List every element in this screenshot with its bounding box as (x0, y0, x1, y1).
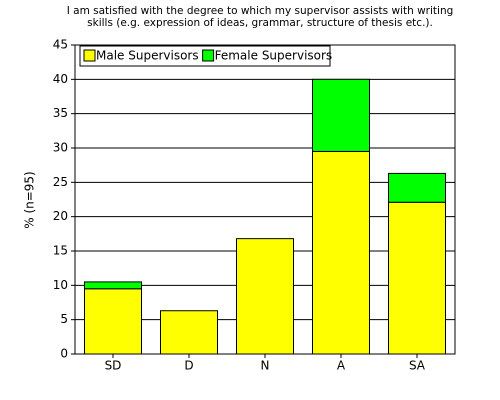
x-tick-label: SA (409, 359, 426, 373)
y-tick-label: 10 (53, 278, 68, 292)
y-tick-label: 45 (53, 38, 68, 52)
x-tick-label: A (337, 359, 346, 373)
x-tick-label: N (261, 359, 270, 373)
y-tick-label: 40 (53, 72, 68, 86)
legend-swatch (83, 49, 96, 62)
y-tick-label: 25 (53, 175, 68, 189)
y-tick-label: 20 (53, 209, 68, 223)
bar (160, 310, 218, 355)
y-tick-label: 5 (60, 312, 68, 326)
bar (388, 172, 446, 203)
legend-label: Female Supervisors (215, 49, 333, 63)
y-tick-label: 30 (53, 141, 68, 155)
chart-title: skills (e.g. expression of ideas, gramma… (87, 17, 433, 29)
plot-frame (74, 44, 456, 355)
legend-label: Male Supervisors (96, 49, 199, 63)
chart-title: I am satisfied with the degree to which … (67, 5, 454, 17)
x-tick-label: SD (105, 359, 122, 373)
bar (388, 201, 446, 355)
legend-swatch (202, 49, 215, 62)
bar (84, 288, 142, 355)
y-axis-label: % (n=95) (23, 171, 37, 229)
y-tick-label: 15 (53, 244, 68, 258)
bar (312, 150, 370, 355)
x-tick-label: D (184, 359, 193, 373)
bar (312, 78, 370, 152)
bar (84, 281, 142, 290)
bar (236, 238, 294, 355)
y-tick-label: 0 (60, 347, 68, 361)
y-tick-label: 35 (53, 106, 68, 120)
